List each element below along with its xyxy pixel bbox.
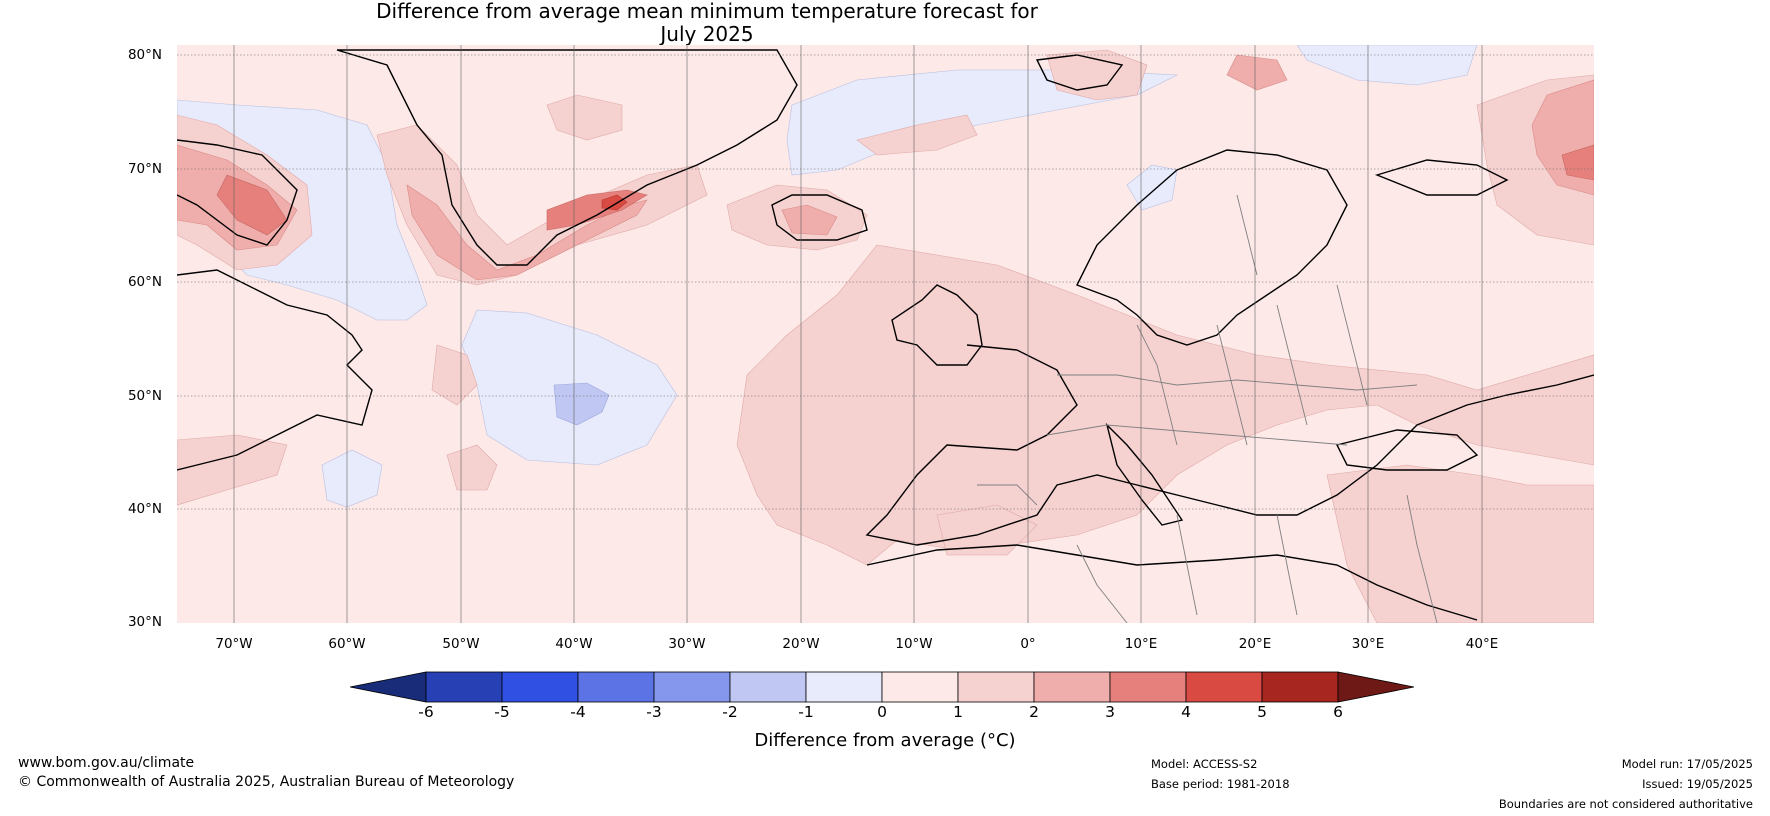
anomaly-pos-region xyxy=(446,444,498,491)
colorbar-tick-label: -2 xyxy=(722,703,738,721)
anomaly-neg-region xyxy=(321,449,383,508)
colorbar-tick-label: -5 xyxy=(494,703,510,721)
anomaly-pos-region xyxy=(781,204,838,236)
coastline-british-isles xyxy=(891,284,983,366)
anomaly-pos-region xyxy=(936,504,1038,556)
coastline-black-sea xyxy=(1335,429,1479,471)
colorbar-segment xyxy=(501,671,579,703)
colorbar-tick-label: -3 xyxy=(646,703,662,721)
anomaly-pos-region xyxy=(431,344,478,406)
coastline-iceland xyxy=(771,194,868,241)
colorbar-segments xyxy=(350,671,1415,703)
map-canvas xyxy=(177,45,1594,623)
colorbar-tick-label: 5 xyxy=(1257,703,1267,721)
lon-label: 70°W xyxy=(215,636,253,652)
anomaly-pos-region xyxy=(406,184,648,281)
colorbar-extend-low xyxy=(350,671,427,703)
forecast-map xyxy=(177,45,1594,623)
footer-copyright: © Commonwealth of Australia 2025, Austra… xyxy=(18,774,515,790)
title-line-1: Difference from average mean minimum tem… xyxy=(376,0,1038,23)
colorbar-segment xyxy=(881,671,959,703)
coastline-canada-north xyxy=(177,139,298,246)
colorbar-tick-label: 6 xyxy=(1333,703,1343,721)
anomaly-neg-region xyxy=(553,382,610,426)
anomaly-pos-region xyxy=(216,174,288,236)
colorbar-label: Difference from average (°C) xyxy=(754,730,1016,751)
colorbar-tick-label: -6 xyxy=(418,703,434,721)
anomaly-pos-region xyxy=(1226,54,1288,91)
footer-website: www.bom.gov.au/climate xyxy=(18,755,195,771)
colorbar-segment xyxy=(957,671,1035,703)
colorbar-tick-label: 0 xyxy=(877,703,887,721)
anomaly-pos-region xyxy=(177,434,288,506)
lon-label: 10°W xyxy=(895,636,933,652)
anomaly-neg-region xyxy=(1296,45,1478,86)
colorbar-segment xyxy=(653,671,731,703)
lon-label: 0° xyxy=(1020,636,1036,652)
lon-label: 40°E xyxy=(1465,636,1499,652)
anomaly-neg-region xyxy=(1126,164,1178,211)
anomaly-pos-region xyxy=(736,244,1594,566)
lat-label: 50°N xyxy=(127,388,162,404)
footer-issued: Issued: 19/05/2025 xyxy=(1642,777,1753,791)
lat-label: 40°N xyxy=(127,501,162,517)
coastline-north-africa xyxy=(866,544,1478,621)
coastline-greenland xyxy=(336,49,798,266)
colorbar-tick-label: -4 xyxy=(570,703,586,721)
lon-label: 10°E xyxy=(1124,636,1158,652)
lat-label: 80°N xyxy=(127,47,162,63)
footer-model: Model: ACCESS-S2 xyxy=(1151,757,1258,771)
colorbar-segment xyxy=(729,671,807,703)
anomaly-pos-region xyxy=(1326,464,1594,623)
colorbar-tick-label: 1 xyxy=(953,703,963,721)
lon-label: 30°E xyxy=(1351,636,1385,652)
coastline-scandinavia xyxy=(1076,149,1348,346)
lon-label: 50°W xyxy=(442,636,480,652)
title-line-2: July 2025 xyxy=(660,22,754,46)
colorbar-segment xyxy=(805,671,883,703)
colorbar-segment xyxy=(1033,671,1111,703)
lat-gridlines xyxy=(177,54,1594,510)
lat-label: 60°N xyxy=(127,274,162,290)
colorbar-segment xyxy=(1109,671,1187,703)
coastline-novaya-zemlya xyxy=(1374,159,1509,196)
lon-gridlines xyxy=(233,45,1483,623)
colorbar xyxy=(350,671,1415,703)
colorbar-extend-high xyxy=(1337,671,1415,703)
coastline-italy xyxy=(1105,422,1184,526)
anomaly-pos-region xyxy=(1046,49,1148,101)
colorbar-segment xyxy=(577,671,655,703)
colorbar-segment xyxy=(1261,671,1339,703)
lon-label: 60°W xyxy=(328,636,366,652)
lon-label: 30°W xyxy=(668,636,706,652)
map-title: Difference from average mean minimum tem… xyxy=(0,0,1414,46)
country-borders xyxy=(977,194,1438,623)
anomaly-pos-region xyxy=(1561,144,1594,181)
footer-base-period: Base period: 1981-2018 xyxy=(1151,777,1290,791)
colorbar-tick-label: 4 xyxy=(1181,703,1191,721)
anomaly-pos-region xyxy=(856,114,978,156)
lat-label: 70°N xyxy=(127,161,162,177)
colorbar-segment xyxy=(425,671,503,703)
footer-model-run: Model run: 17/05/2025 xyxy=(1621,757,1753,771)
lon-label: 20°E xyxy=(1238,636,1272,652)
lon-label: 40°W xyxy=(555,636,593,652)
coastline-western-europe xyxy=(865,344,1594,546)
colorbar-tick-label: 2 xyxy=(1029,703,1039,721)
colorbar-segment xyxy=(1185,671,1263,703)
lon-label: 20°W xyxy=(782,636,820,652)
lat-label: 30°N xyxy=(127,614,162,630)
anomaly-pos-region xyxy=(601,194,628,211)
colorbar-tick-label: -1 xyxy=(798,703,814,721)
colorbar-tick-label: 3 xyxy=(1105,703,1115,721)
anomaly-pos-region xyxy=(546,94,623,141)
footer-disclaimer: Boundaries are not considered authoritat… xyxy=(1498,797,1753,811)
